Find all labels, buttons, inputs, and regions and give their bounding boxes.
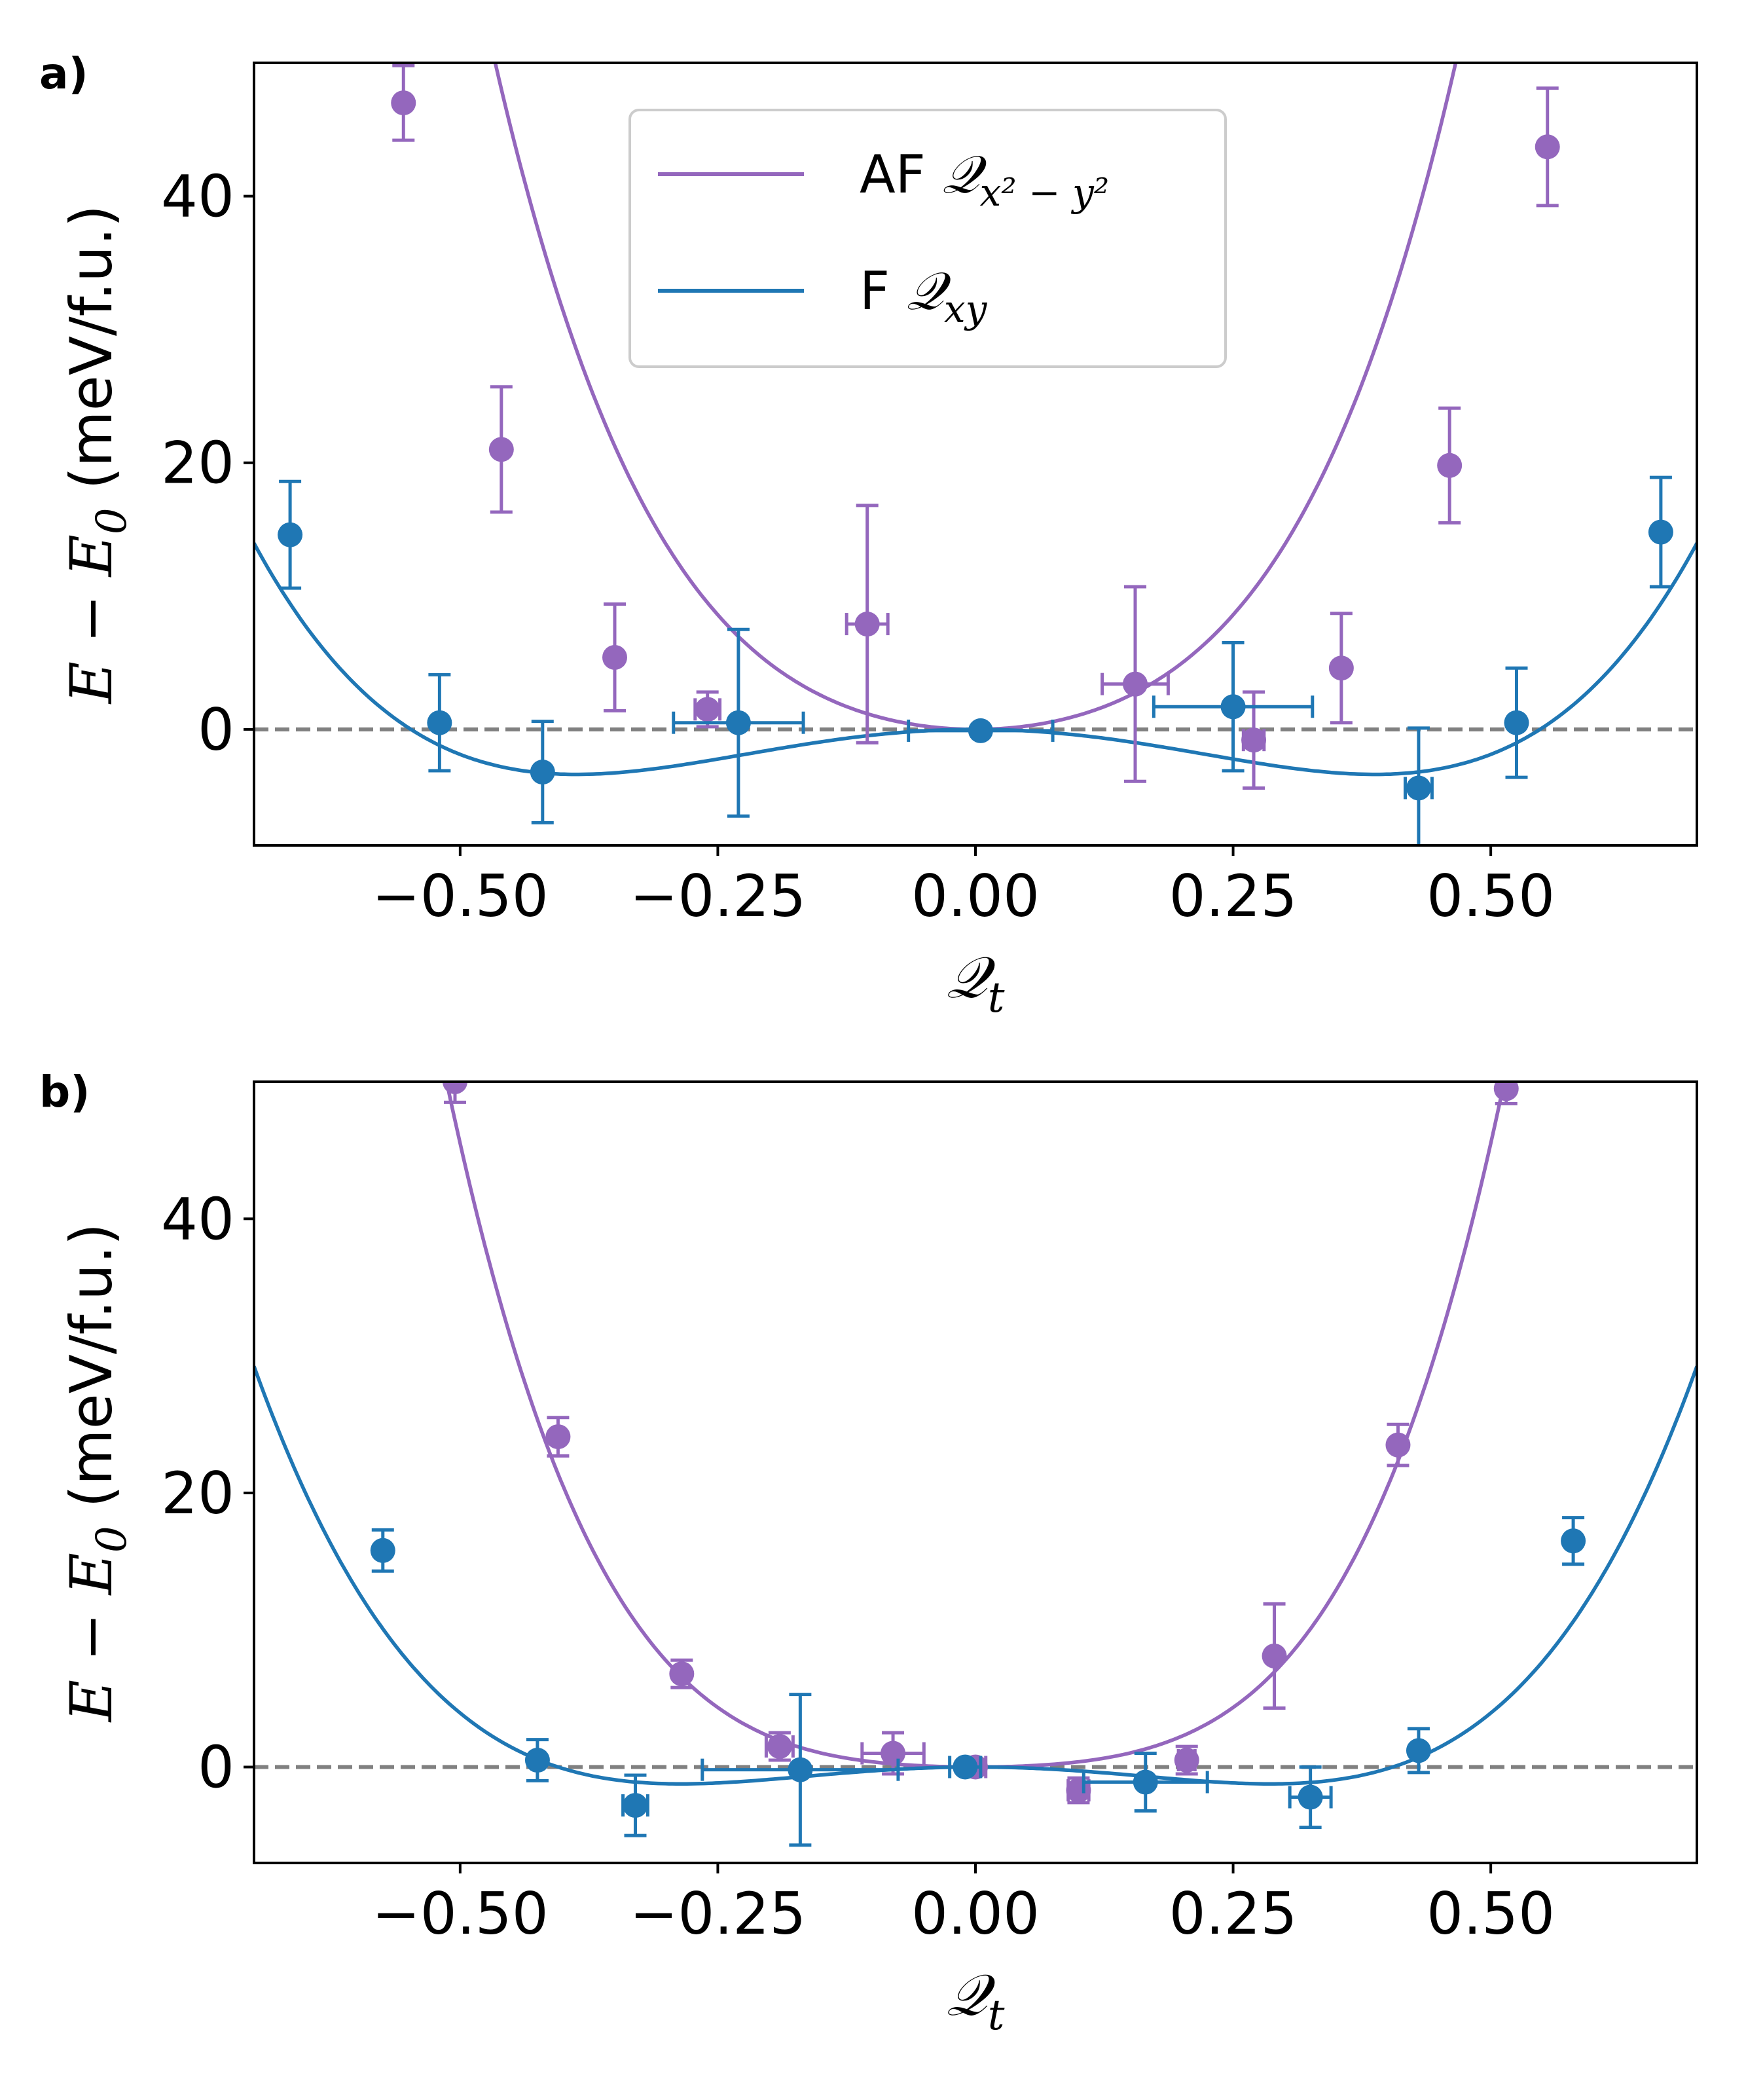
x-axis-label-sub: t bbox=[988, 974, 1005, 1022]
x-tick-label: 0.50 bbox=[1427, 1880, 1555, 1947]
legend-label-text: AF bbox=[860, 144, 942, 205]
legend: AF 𝒬x² − y²F 𝒬xy bbox=[628, 109, 1227, 368]
plot-area bbox=[254, 63, 1697, 845]
data-point-f bbox=[725, 710, 751, 735]
y-axis-label-sub: 0 bbox=[88, 1526, 136, 1553]
data-point-f bbox=[278, 522, 303, 547]
data-point-af bbox=[1385, 1432, 1411, 1458]
data-point-af bbox=[767, 1734, 792, 1759]
y-axis-label: E − E0 (meV/f.u.) bbox=[58, 205, 136, 705]
y-axis-label-sub: 0 bbox=[88, 507, 136, 534]
data-point-f bbox=[1561, 1528, 1586, 1554]
panel-label: a) bbox=[39, 48, 88, 99]
y-tick-label: 40 bbox=[161, 1185, 234, 1253]
fit-curve-f bbox=[254, 1365, 1697, 1786]
y-axis-label-units: (meV/f.u.) bbox=[58, 205, 125, 508]
data-point-af bbox=[1535, 134, 1560, 160]
x-tick-label: 0.00 bbox=[911, 1880, 1040, 1947]
data-point-f bbox=[1406, 775, 1431, 801]
data-point-af bbox=[1174, 1748, 1199, 1773]
y-tick-label: 20 bbox=[161, 430, 234, 497]
x-axis-label: 𝒬t bbox=[947, 944, 1005, 1022]
x-tick-label: −0.25 bbox=[630, 1880, 807, 1947]
x-tick-label: −0.25 bbox=[630, 862, 807, 930]
data-point-f bbox=[1220, 694, 1246, 720]
legend-label-sub: xy bbox=[944, 287, 988, 331]
x-tick-label: 0.25 bbox=[1169, 862, 1298, 930]
x-axis-label-sub: t bbox=[988, 1991, 1005, 2040]
legend-label-text: F bbox=[860, 261, 906, 322]
axes-frame bbox=[253, 1080, 1698, 1864]
data-point-af bbox=[1262, 1643, 1287, 1668]
data-point-af bbox=[1437, 452, 1463, 478]
data-point-af bbox=[1493, 1082, 1519, 1101]
data-point-af bbox=[669, 1661, 695, 1687]
y-tick-label: 40 bbox=[161, 163, 234, 230]
y-axis-label: E − E0 (meV/f.u.) bbox=[58, 1223, 136, 1723]
data-point-af bbox=[854, 612, 880, 637]
data-point-af bbox=[1123, 671, 1148, 697]
data-point-af bbox=[391, 90, 416, 116]
panel-label: b) bbox=[39, 1067, 90, 1117]
data-point-af bbox=[442, 1082, 467, 1094]
data-point-f bbox=[1504, 710, 1529, 735]
data-point-f bbox=[623, 1793, 648, 1818]
data-point-f bbox=[968, 718, 993, 743]
data-point-af bbox=[488, 437, 514, 462]
data-point-f bbox=[1298, 1784, 1323, 1810]
data-point-f bbox=[370, 1538, 395, 1563]
x-axis-label: 𝒬t bbox=[947, 1961, 1005, 2040]
x-tick-label: 0.50 bbox=[1427, 862, 1555, 930]
data-point-af bbox=[545, 1424, 571, 1450]
data-point-af bbox=[695, 697, 720, 722]
data-point-f bbox=[530, 760, 555, 785]
legend-label-sub: x² − y² bbox=[980, 170, 1109, 215]
data-point-f bbox=[788, 1757, 813, 1782]
data-point-f bbox=[427, 710, 452, 735]
x-tick-label: −0.50 bbox=[372, 1880, 549, 1947]
data-point-f bbox=[953, 1754, 978, 1780]
x-tick-label: −0.50 bbox=[372, 862, 549, 930]
y-tick-label: 20 bbox=[161, 1460, 234, 1527]
data-point-af bbox=[1241, 728, 1267, 753]
x-tick-label: 0.25 bbox=[1169, 1880, 1298, 1947]
y-tick-label: 0 bbox=[198, 696, 234, 764]
x-tick-label: 0.00 bbox=[911, 862, 1040, 930]
data-point-f bbox=[1133, 1769, 1158, 1795]
data-point-f bbox=[1648, 519, 1673, 545]
data-point-f bbox=[1406, 1738, 1431, 1763]
y-axis-label-prefix: E − E bbox=[58, 534, 125, 705]
y-tick-label: 0 bbox=[198, 1733, 234, 1801]
data-point-f bbox=[524, 1748, 550, 1773]
data-point-af bbox=[602, 644, 627, 670]
plot-area bbox=[254, 1082, 1697, 1847]
y-axis-label-units: (meV/f.u.) bbox=[58, 1223, 125, 1526]
y-axis-label-prefix: E − E bbox=[58, 1553, 125, 1723]
data-point-af bbox=[881, 1741, 906, 1766]
data-point-af bbox=[1328, 655, 1354, 681]
